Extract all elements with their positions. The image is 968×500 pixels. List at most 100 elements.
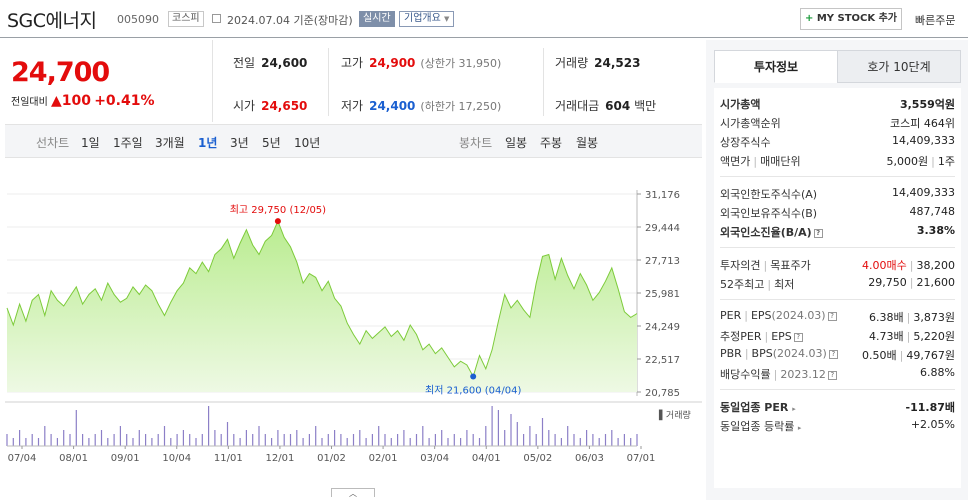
change-percent: +0.41% (94, 93, 155, 109)
period-3y[interactable]: 3년 (230, 136, 249, 150)
volume-bar (151, 438, 153, 446)
help-icon[interactable]: ? (828, 350, 838, 359)
investment-info: 시가총액 3,559억원 시가총액순위 코스피 464위 상장주식수 14,409,3… (714, 88, 961, 488)
open-label: 시가 (233, 99, 256, 113)
side-tabs: 투자정보 호가 10단계 (714, 50, 961, 83)
volume-bar (157, 434, 159, 446)
per-value: 6.38배 (869, 311, 904, 324)
current-price: 24,700 (11, 57, 110, 88)
company-overview-dropdown[interactable]: 기업개요 ▼ (399, 11, 455, 27)
divider (720, 299, 955, 300)
opinion-label: 투자의견 (720, 259, 761, 272)
volume-bar (308, 434, 310, 446)
realtime-button[interactable]: 실시간 (359, 11, 395, 27)
tab-investment-info[interactable]: 투자정보 (714, 50, 838, 83)
volume-bar (529, 426, 531, 446)
sector-per-row: 동일업종 PER ▸ -11.87배 (720, 399, 955, 417)
shares-label: 상장주식수 (720, 136, 771, 149)
volume-bar (201, 434, 203, 446)
y-tick-label: 31,176 (645, 190, 680, 201)
candle-daily[interactable]: 일봉 (505, 136, 528, 150)
volume-bar (6, 434, 8, 446)
chevron-down-icon: ▼ (444, 15, 450, 23)
sector-rate-value: +2.05% (910, 418, 955, 431)
help-icon[interactable]: ? (793, 333, 803, 342)
volume-bar (523, 434, 525, 446)
volume-bar (145, 434, 147, 446)
week52-low-value: 21,600 (916, 276, 956, 289)
market-badge: 코스피 (168, 11, 204, 27)
x-tick-label: 11/01 (214, 453, 243, 464)
pbr-row: PBR | BPS(2024.03)? 0.50배 | 49,767원 (720, 347, 955, 362)
face-label: 액면가 (720, 155, 751, 168)
volume-bar (560, 438, 562, 446)
volume-bar (138, 430, 140, 446)
eps-value: 3,873원 (913, 311, 955, 324)
period-1d[interactable]: 1일 (81, 136, 100, 150)
low-point (470, 373, 477, 380)
x-tick-label: 10/04 (162, 453, 191, 464)
volume-bar (497, 410, 499, 446)
volume-bar (327, 434, 329, 446)
dividend-period: 2023.12 (780, 368, 826, 381)
tab-order-book[interactable]: 호가 10단계 (837, 50, 961, 83)
help-icon[interactable]: ? (827, 371, 837, 380)
volume-bar (466, 430, 468, 446)
price-chart[interactable]: 최고 29,750 (12/05) 최저 21,600 (04/04) 31,17… (5, 184, 702, 480)
volume-value: 24,523 (594, 56, 641, 70)
period-10y[interactable]: 10년 (294, 136, 321, 150)
dividend-row: 배당수익률 | 2023.12? 6.88% (720, 366, 955, 381)
help-icon[interactable]: ? (827, 312, 837, 321)
trade-unit-value: 1주 (937, 155, 955, 168)
volume-bar (340, 434, 342, 446)
volume-bar (384, 434, 386, 446)
chart-collapse-button[interactable]: ︿ (331, 488, 375, 498)
volume-bar (346, 438, 348, 446)
volume-bar (541, 418, 544, 446)
price-stats: 전일 24,600 시가 24,650 고가 24,900 (상한가 31,950) 저… (212, 40, 702, 122)
market-cap-label: 시가총액 (720, 98, 761, 111)
chevron-right-icon: ▸ (797, 424, 802, 432)
change-label: 전일대비 (11, 97, 48, 108)
period-5y[interactable]: 5년 (262, 136, 281, 150)
period-1w[interactable]: 1주일 (113, 136, 143, 150)
per-label: PER (720, 309, 742, 322)
low-value: 24,400 (369, 99, 416, 113)
volume-bar (604, 434, 607, 446)
volume-bar (220, 434, 222, 446)
volume-bar (56, 438, 58, 446)
y-tick-label: 25,981 (645, 289, 680, 300)
x-tick-label: 05/02 (523, 453, 552, 464)
volume-bar (510, 414, 512, 446)
foreign-rate-value: 3.38% (916, 224, 955, 237)
foreign-hold-value: 487,748 (909, 205, 956, 218)
candle-monthly[interactable]: 월봉 (576, 136, 599, 150)
volume-bar (371, 434, 373, 446)
my-stock-add-button[interactable]: + MY STOCK 추가 (800, 8, 902, 30)
volume-bar (50, 434, 52, 446)
volume-bar (592, 434, 594, 446)
dividend-label: 배당수익률 (720, 368, 771, 381)
volume-bar (239, 438, 241, 446)
quick-order-button[interactable]: 빠른주문 (915, 14, 956, 27)
x-tick-label: 08/01 (59, 453, 88, 464)
low-price: 저가 24,400 (하한가 17,250) (341, 97, 501, 114)
price-chart-svg: 최고 29,750 (12/05) 최저 21,600 (04/04) 31,17… (5, 190, 702, 464)
my-stock-add-label: MY STOCK 추가 (816, 13, 898, 24)
volume-bar (182, 430, 184, 446)
opinion-row: 투자의견 | 목표주가 4.00매수 | 38,200 (720, 259, 955, 272)
upper-limit: (상한가 31,950) (420, 57, 502, 70)
volume-bar (554, 434, 556, 446)
volume-bar (491, 406, 493, 446)
volume-bar (434, 434, 436, 446)
high-value: 24,900 (369, 56, 416, 70)
period-3m[interactable]: 3개월 (155, 136, 185, 150)
volume-bar (409, 438, 411, 446)
candle-weekly[interactable]: 주봉 (540, 136, 563, 150)
volume-bar (126, 434, 128, 446)
x-tick-label: 09/01 (111, 453, 140, 464)
period-1y[interactable]: 1년 (198, 136, 218, 150)
volume-bar (422, 426, 424, 446)
help-icon[interactable]: ? (813, 229, 823, 238)
line-chart-label: 선차트 (36, 136, 70, 150)
